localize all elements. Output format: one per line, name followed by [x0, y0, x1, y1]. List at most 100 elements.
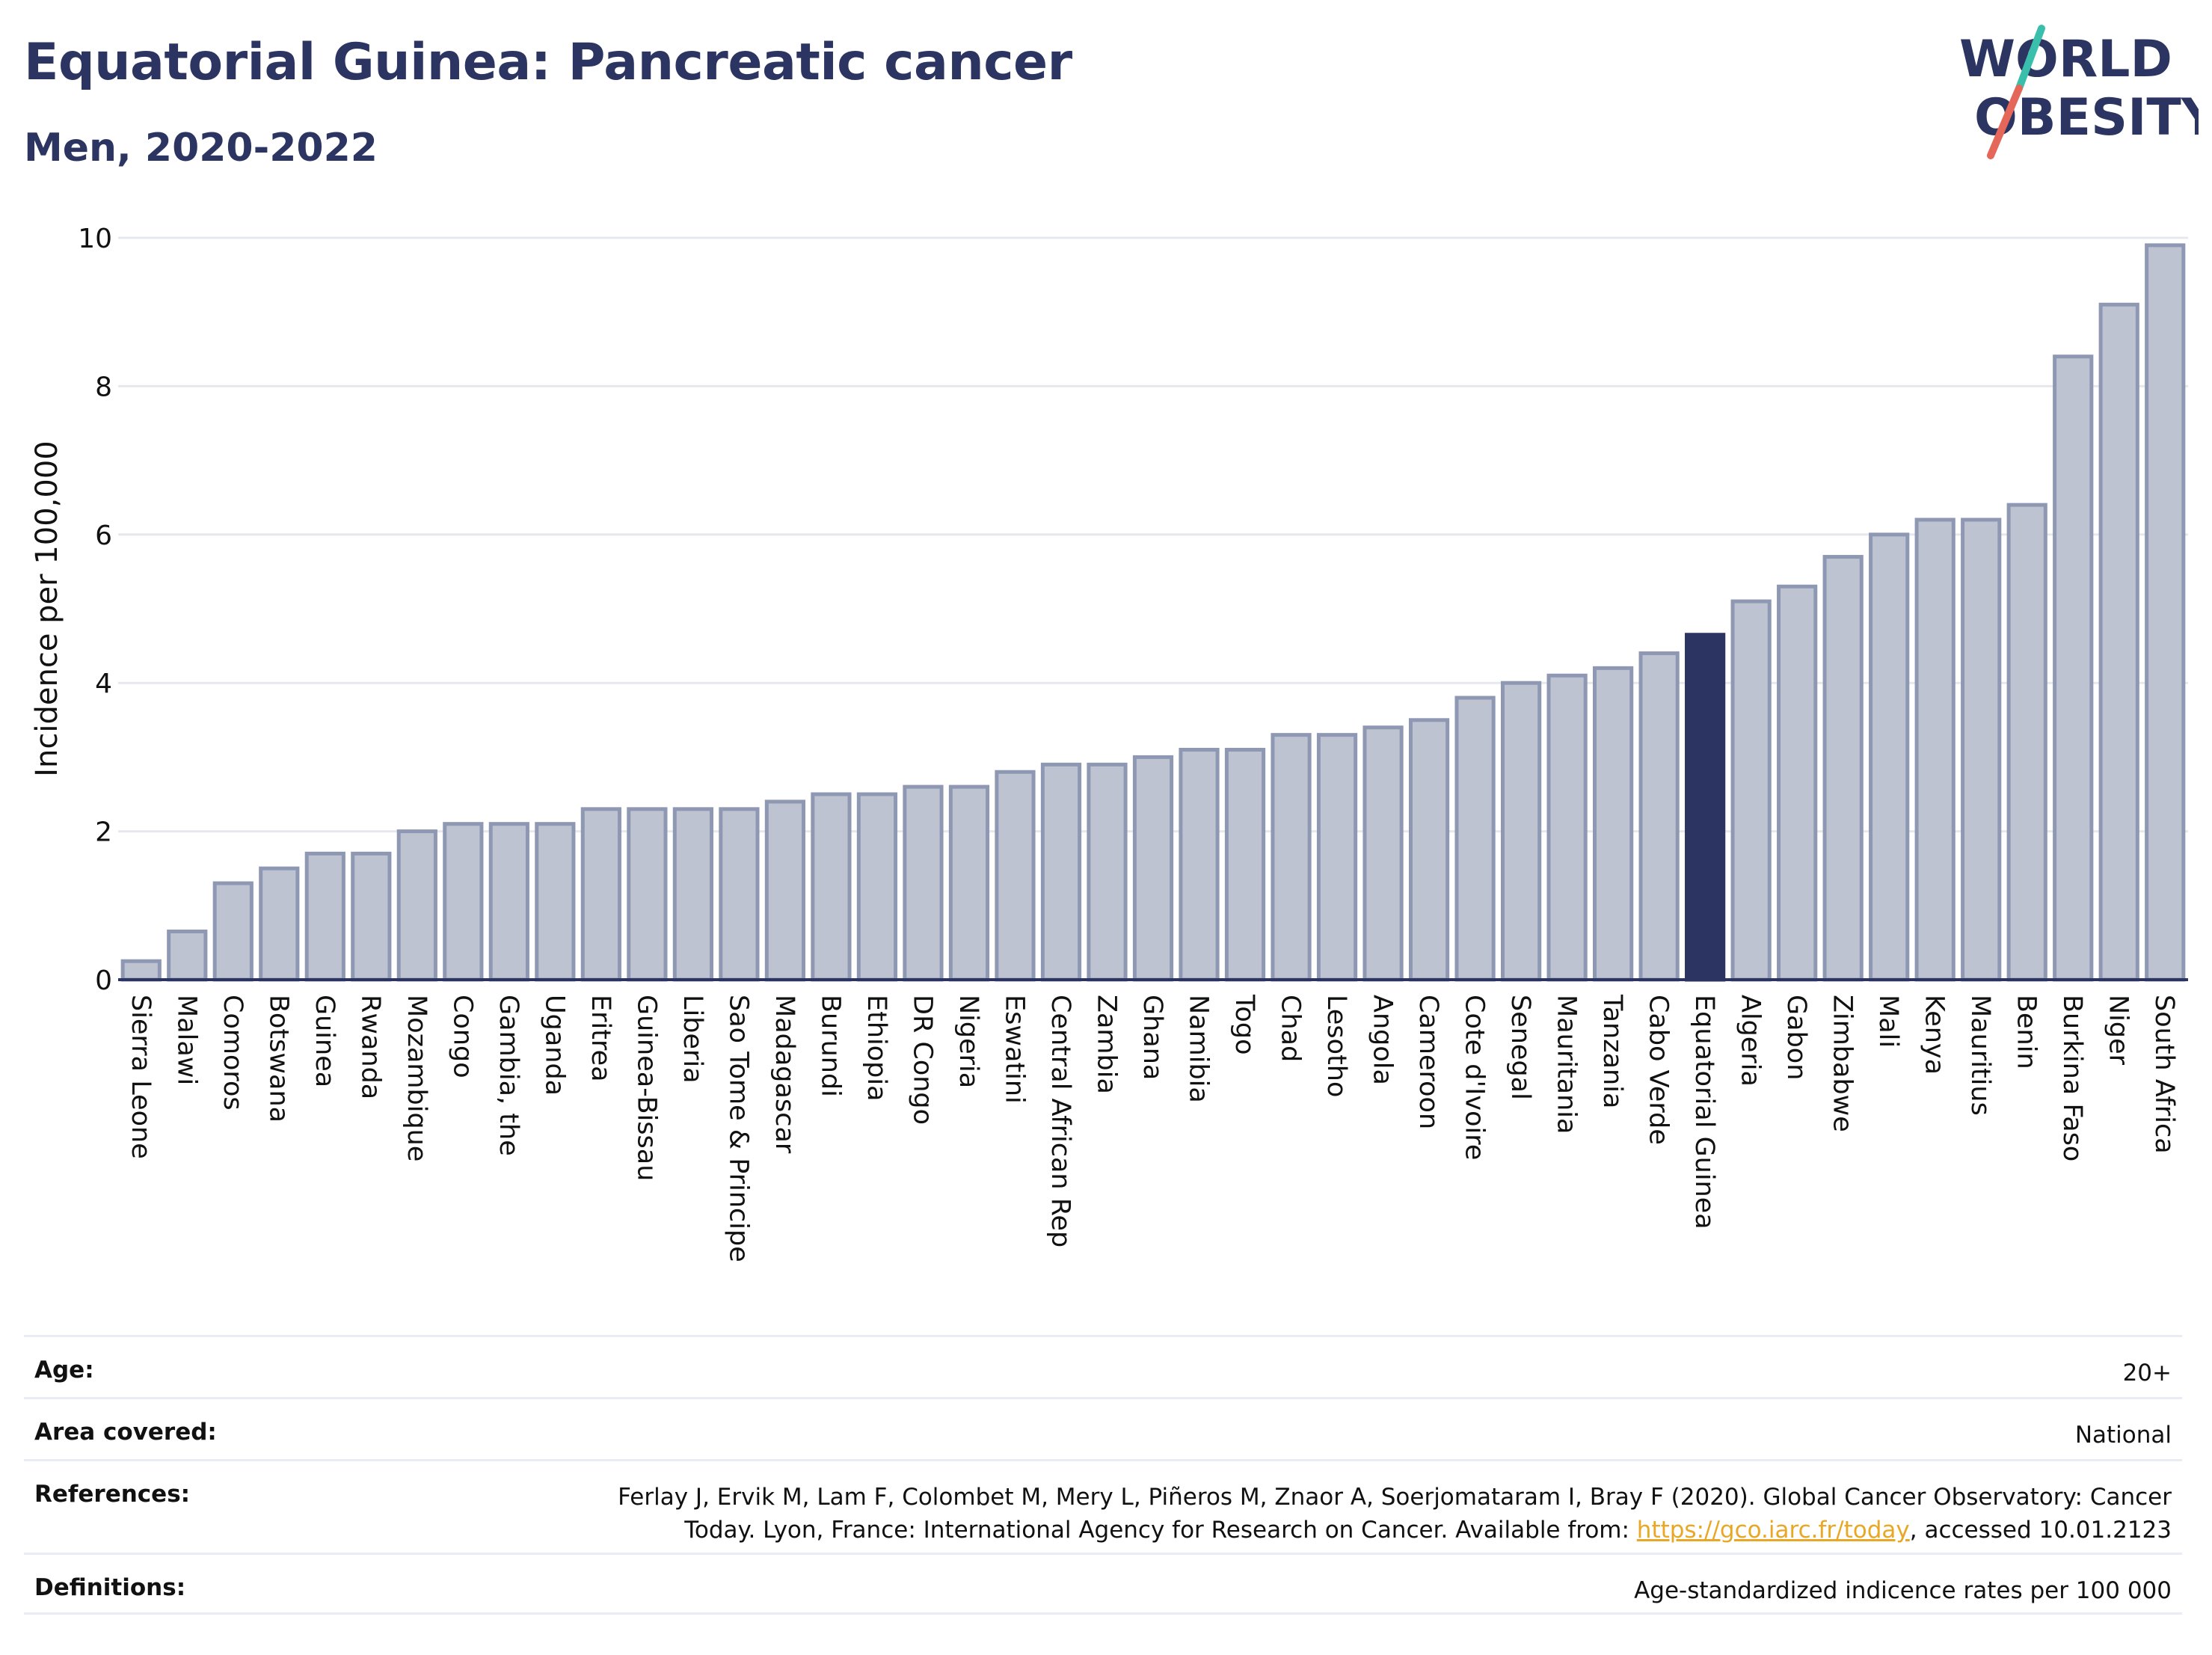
bars: [120, 243, 2186, 982]
x-category-label: Nigeria: [953, 995, 983, 1088]
x-category-label: Benin: [2012, 995, 2042, 1069]
bar: [488, 822, 529, 982]
bar: [1869, 532, 1910, 982]
bar: [167, 930, 208, 982]
bar: [1914, 518, 1956, 982]
references-link[interactable]: https://gco.iarc.fr/today: [1636, 1517, 1910, 1544]
bar: [1179, 747, 1220, 982]
page-subtitle: Men, 2020-2022: [24, 126, 378, 171]
bar: [120, 959, 162, 982]
x-category-label: Uganda: [539, 995, 569, 1096]
bar-chart: 0 2 4 6 8 10 Sierra Leone Malawi Comoros Botswan…: [30, 224, 2188, 1262]
x-category-label: Tanzania: [1597, 994, 1627, 1108]
x-category-label: Mauritania: [1552, 995, 1582, 1134]
age-label: Age:: [34, 1357, 94, 1384]
x-category-label: Namibia: [1184, 995, 1214, 1103]
x-category-label: South Africa: [2149, 995, 2179, 1154]
bar-highlight: [1685, 633, 1726, 982]
x-category-label: Gabon: [1781, 995, 1811, 1080]
x-category-label: Burundi: [815, 995, 845, 1097]
bar: [672, 807, 713, 982]
bar: [1638, 651, 1680, 982]
x-category-label: Zambia: [1091, 995, 1121, 1094]
bar: [1316, 733, 1358, 982]
y-tick-label: 8: [95, 372, 112, 402]
references-line2-prefix: Today. Lyon, France: International Agenc…: [684, 1517, 1637, 1544]
x-category-label: Senegal: [1505, 995, 1535, 1100]
x-category-label: Congo: [447, 995, 477, 1078]
x-category-label: Cameroon: [1413, 995, 1443, 1129]
bar: [212, 881, 254, 982]
x-category-label: Eritrea: [586, 995, 615, 1082]
x-category-label: Equatorial Guinea: [1689, 995, 1719, 1229]
references-line1: Ferlay J, Ervik M, Lam F, Colombet M, Me…: [618, 1484, 2172, 1511]
bar: [1408, 718, 1450, 982]
x-category-label: Botswana: [263, 995, 293, 1123]
x-category-label: Mali: [1873, 995, 1903, 1048]
references-line2-suffix: , accessed 10.01.2123: [1909, 1517, 2172, 1544]
bar: [396, 829, 437, 982]
bar: [2098, 302, 2139, 982]
x-category-label: Sao Tome & Principe: [723, 995, 753, 1262]
page-title: Equatorial Guinea: Pancreatic cancer: [24, 33, 1072, 92]
x-category-label: Madagascar: [769, 995, 799, 1154]
bar: [580, 807, 621, 982]
bar: [903, 784, 944, 982]
age-value: 20+: [2122, 1360, 2172, 1387]
bar: [948, 784, 990, 982]
area-value: National: [2074, 1422, 2172, 1449]
bar: [719, 807, 760, 982]
bar: [1087, 762, 1128, 982]
bar: [1132, 755, 1174, 982]
x-category-label: DR Congo: [907, 995, 937, 1125]
references-label: References:: [34, 1481, 191, 1508]
metadata-table: Age: 20+ Area covered: National Referenc…: [24, 1335, 2182, 1615]
bar: [1040, 762, 1082, 982]
bar: [1224, 747, 1266, 982]
x-category-label: Lesotho: [1321, 995, 1351, 1097]
bar: [1454, 696, 1496, 982]
bar: [764, 799, 806, 982]
y-tick-label: 0: [95, 965, 112, 996]
bar: [304, 851, 345, 982]
bar: [535, 822, 576, 982]
bar: [1777, 584, 1818, 982]
bar: [1362, 725, 1404, 982]
x-category-label: Comoros: [218, 995, 248, 1111]
references-value: Ferlay J, Ervik M, Lam F, Colombet M, Me…: [618, 1481, 2172, 1547]
y-axis-ticks: 0 2 4 6 8 10: [78, 224, 112, 996]
x-category-label: Angola: [1368, 995, 1398, 1085]
x-category-label: Guinea: [310, 995, 340, 1087]
y-tick-label: 2: [95, 817, 112, 848]
bar: [995, 770, 1036, 982]
definitions-label: Definitions:: [34, 1574, 186, 1601]
x-category-label: Burkina Faso: [2057, 995, 2087, 1161]
bar: [2053, 354, 2094, 982]
x-category-label: Central African Rep: [1045, 995, 1075, 1247]
area-label: Area covered:: [34, 1419, 217, 1446]
y-axis-title: Incidence per 100,000: [30, 440, 64, 777]
bar: [1593, 666, 1634, 982]
bar: [2006, 503, 2047, 982]
bar: [1822, 555, 1864, 982]
meta-row-references: References: Ferlay J, Ervik M, Lam F, Co…: [24, 1459, 2182, 1553]
x-category-label: Guinea-Bissau: [631, 995, 661, 1181]
bar: [1546, 673, 1588, 982]
x-category-label: Cabo Verde: [1644, 995, 1674, 1145]
bar: [2145, 243, 2186, 982]
bar: [811, 792, 852, 982]
logo-slash-top: [2015, 25, 2045, 92]
bar: [1730, 599, 1772, 982]
y-tick-label: 10: [78, 224, 112, 254]
x-category-label: Liberia: [678, 995, 707, 1084]
meta-row-area: Area covered: National: [24, 1397, 2182, 1459]
references-line2: Today. Lyon, France: International Agenc…: [618, 1514, 2172, 1547]
x-category-label: Chad: [1276, 995, 1306, 1062]
x-category-label: Ghana: [1137, 995, 1167, 1080]
bar: [627, 807, 668, 982]
bar: [856, 792, 898, 982]
x-category-label: Algeria: [1736, 995, 1766, 1087]
x-axis-labels: Sierra Leone Malawi Comoros Botswana Guinea R…: [126, 994, 2179, 1262]
bar: [1500, 681, 1542, 982]
x-category-label: Eswatini: [999, 995, 1029, 1104]
